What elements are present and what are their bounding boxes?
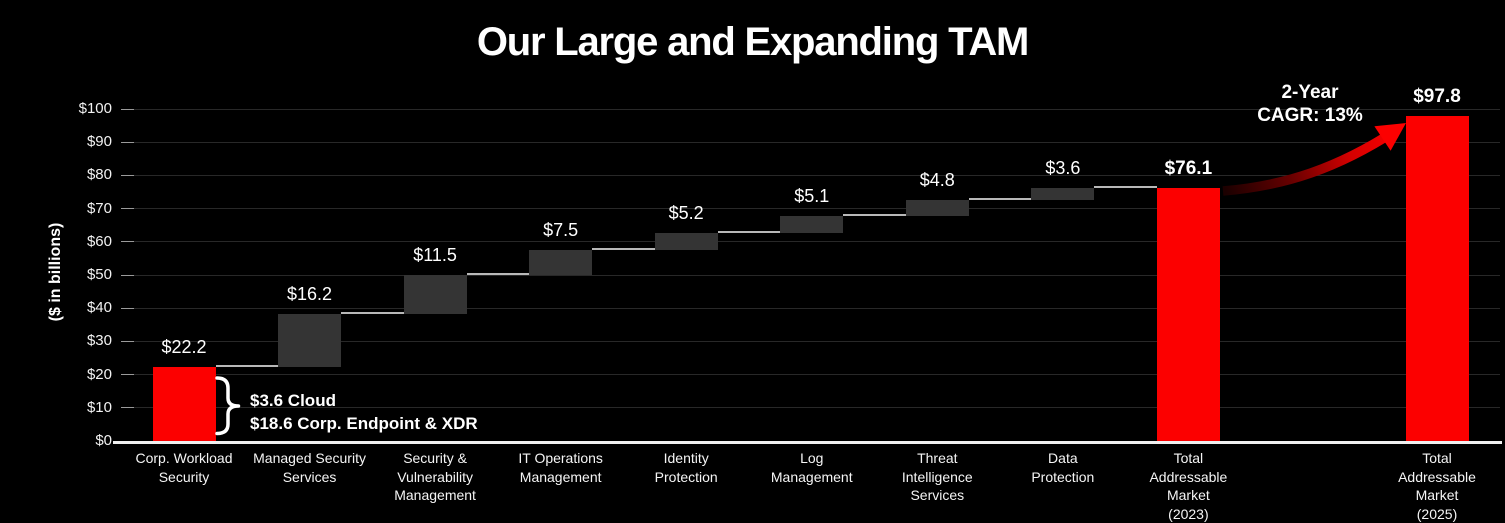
x-axis-label: Threat Intelligence Services bbox=[901, 450, 973, 503]
connector-line bbox=[592, 248, 655, 251]
bar-total-addressable-market-2025- bbox=[1405, 116, 1469, 441]
cagr-arrow-icon bbox=[1222, 123, 1406, 196]
connector-line bbox=[843, 214, 906, 217]
y-tick-label: $20 bbox=[86, 365, 112, 383]
gridline bbox=[121, 274, 1500, 276]
y-tick-label: $100 bbox=[78, 100, 112, 117]
bar-security-vulnerability-management bbox=[403, 275, 467, 314]
bar-data-protection bbox=[1031, 188, 1095, 201]
gridline bbox=[121, 340, 1500, 342]
gridline bbox=[121, 374, 1500, 376]
bar-log-management bbox=[780, 216, 844, 234]
bar-managed-security-services bbox=[278, 313, 342, 368]
connector-line bbox=[341, 311, 404, 314]
bar-threat-intelligence-services bbox=[905, 200, 969, 217]
bar-value-label: $97.8 bbox=[1413, 86, 1461, 108]
x-axis-line bbox=[113, 441, 1502, 444]
bar-value-label: $22.2 bbox=[161, 337, 207, 358]
x-axis-label: Corp. Workload Security bbox=[135, 450, 233, 485]
gridline bbox=[121, 174, 1500, 176]
y-tick-label: $30 bbox=[86, 332, 112, 350]
connector-line bbox=[215, 365, 279, 368]
cagr-line1: 2-Year bbox=[1281, 82, 1339, 103]
bar-value-label: $5.1 bbox=[794, 186, 830, 207]
breakdown-brace bbox=[215, 376, 241, 436]
gridline bbox=[121, 241, 1500, 243]
y-tick-label: $70 bbox=[86, 199, 112, 217]
bar-it-operations-management bbox=[529, 250, 593, 276]
x-axis-label: Identity Protection bbox=[654, 450, 718, 485]
breakdown-cloud-label: $3.6 Cloud bbox=[250, 391, 336, 410]
x-axis-label: Total Addressable Market (2023) bbox=[1149, 450, 1228, 522]
y-tick-label: $50 bbox=[86, 266, 112, 283]
y-tick-label: $0 bbox=[95, 432, 112, 449]
bar-value-label: $16.2 bbox=[287, 283, 333, 304]
connector-line bbox=[717, 231, 781, 234]
gridline bbox=[121, 108, 1500, 110]
x-axis-label: IT Operations Management bbox=[518, 450, 603, 485]
y-tick-label: $80 bbox=[86, 166, 112, 184]
x-axis-label: Log Management bbox=[770, 450, 853, 485]
y-tick-label: $40 bbox=[86, 299, 112, 317]
y-tick-label: $10 bbox=[86, 398, 112, 416]
bar-value-label: $5.2 bbox=[668, 203, 704, 224]
bar-total-addressable-market-2023- bbox=[1156, 188, 1220, 441]
bar-value-label: $76.1 bbox=[1164, 158, 1213, 180]
bar-identity-protection bbox=[654, 233, 718, 251]
gridline bbox=[121, 141, 1500, 143]
x-axis-label: Security & Vulnerability Management bbox=[394, 450, 476, 503]
gridline bbox=[121, 407, 1500, 409]
gridline bbox=[121, 208, 1500, 210]
bar-value-label: $4.8 bbox=[919, 170, 955, 191]
bar-value-label: $3.6 bbox=[1045, 158, 1081, 179]
x-axis-label: Managed Security Services bbox=[253, 450, 366, 485]
gridline bbox=[121, 307, 1500, 309]
x-axis-label: Total Addressable Market (2025) bbox=[1398, 450, 1476, 522]
chart-title: Our Large and Expanding TAM bbox=[476, 20, 1030, 64]
cagr-line2: CAGR: 13% bbox=[1257, 104, 1363, 126]
cagr-annotation: 2-Year CAGR: 13% bbox=[1230, 82, 1390, 127]
y-tick-label: $60 bbox=[86, 232, 112, 250]
connector-line bbox=[968, 198, 1032, 201]
connector-line bbox=[466, 273, 530, 276]
y-tick-label: $90 bbox=[86, 133, 112, 151]
bar-corp-workload-security bbox=[152, 367, 216, 441]
bar-value-label: $11.5 bbox=[413, 245, 457, 266]
x-axis-label: Data Protection bbox=[1031, 450, 1095, 485]
connector-line bbox=[1094, 186, 1157, 189]
breakdown-endpoint-xdr-label: $18.6 Corp. Endpoint & XDR bbox=[250, 414, 478, 433]
bar-value-label: $7.5 bbox=[543, 220, 579, 241]
